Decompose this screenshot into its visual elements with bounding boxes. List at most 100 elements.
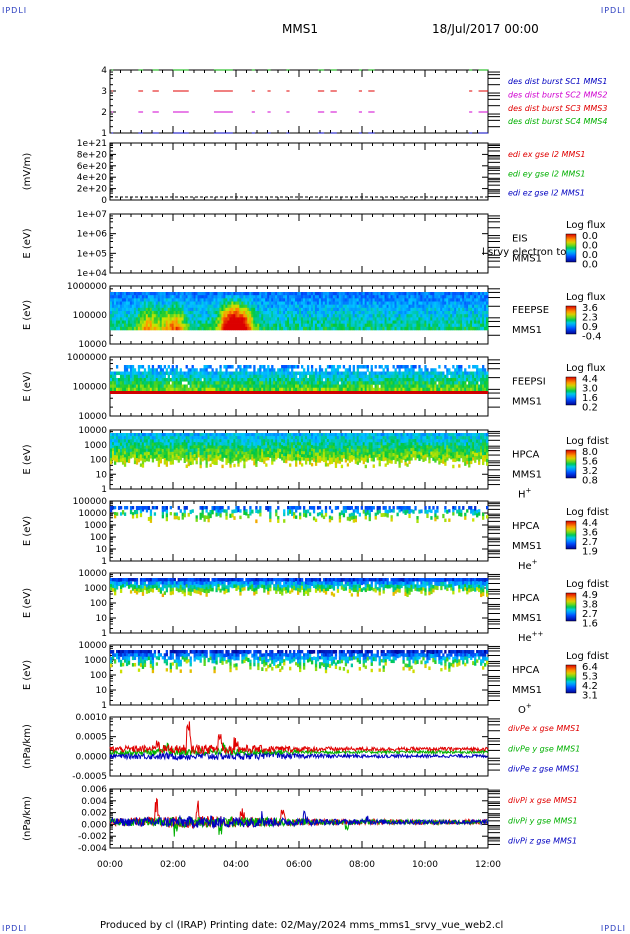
spectrogram-cell	[175, 295, 178, 299]
spectrogram-cell	[352, 301, 356, 305]
spectrogram-cell	[201, 298, 204, 302]
spectrogram-cell	[163, 298, 167, 302]
spectrogram-cell	[251, 292, 254, 296]
spectrogram-cell	[185, 371, 188, 376]
spectrogram-cell	[110, 307, 113, 312]
spectrogram-cell	[183, 449, 186, 454]
spectrogram-cell	[482, 317, 485, 321]
spectrogram-cell	[362, 374, 365, 379]
spectrogram-cell	[299, 387, 302, 392]
spectrogram-cell	[181, 387, 184, 392]
spectrogram-cell	[410, 320, 413, 324]
spectrogram-cell	[237, 439, 240, 443]
spectrogram-cell	[316, 304, 320, 309]
spectrogram-cell	[476, 295, 479, 299]
spectrogram-cell	[147, 448, 151, 453]
spectrogram-cell	[239, 298, 242, 302]
spectrogram-cell	[203, 457, 206, 461]
spectrogram-cell	[151, 436, 155, 440]
spectrogram-cell	[257, 301, 260, 305]
spectrogram-cell	[141, 371, 145, 376]
spectrogram-cell	[406, 295, 409, 299]
spectrogram-cell	[229, 323, 232, 328]
spectrogram-cell	[209, 448, 212, 452]
spectrogram-cell	[193, 451, 196, 455]
spectrogram-cell	[265, 317, 268, 321]
spectrogram-cell	[253, 365, 256, 369]
y-tick-label: 1e+07	[77, 210, 107, 220]
spectrogram-cell	[237, 323, 240, 328]
spectrogram-cell	[139, 463, 143, 467]
spectrogram-cell	[380, 301, 383, 305]
spectrogram-cell	[426, 323, 429, 328]
spectrogram-cell	[153, 292, 157, 296]
spectrogram-cell	[161, 326, 165, 331]
spectrogram-cell	[269, 307, 272, 312]
spectrogram-cell	[414, 384, 417, 389]
spectrogram-cell	[326, 311, 330, 315]
spectrogram-cell	[199, 442, 202, 447]
spectrogram-cell	[474, 298, 477, 302]
spectrogram-cell	[462, 295, 465, 299]
spectrogram-cell	[440, 374, 443, 379]
spectrogram-cell	[137, 442, 141, 447]
spectrogram-cell	[328, 311, 332, 315]
spectrogram-cell	[153, 439, 157, 443]
spectrogram-cell	[181, 371, 184, 376]
spectrogram-cell	[408, 384, 411, 389]
spectrogram-cell	[306, 365, 310, 369]
spectrogram-cell	[149, 445, 153, 450]
spectrogram-cell	[145, 454, 149, 459]
spectrogram-cell	[436, 314, 439, 318]
spectrogram-cell	[235, 304, 238, 309]
spectrogram-cell	[267, 301, 270, 305]
spectrogram-cell	[135, 374, 139, 379]
spectrogram-cell	[209, 451, 212, 455]
spectrogram-cell	[452, 311, 455, 315]
spectrogram-cell	[334, 292, 338, 296]
spectrogram-cell	[195, 314, 198, 318]
spectrogram-cell	[139, 295, 143, 299]
spectrogram-cell	[189, 448, 192, 453]
spectrogram-cell	[127, 320, 131, 324]
spectrogram-cell	[300, 298, 304, 302]
spectrogram-cell	[412, 378, 415, 382]
spectrogram-cell	[450, 311, 453, 315]
spectrogram-cell	[231, 295, 234, 299]
spectrogram-cell	[376, 371, 379, 376]
spectrogram-cell	[159, 378, 163, 382]
spectrogram-cell	[247, 320, 250, 324]
spectrogram-cell	[231, 292, 234, 296]
spectrogram-cell	[131, 326, 135, 331]
spectrogram-cell	[402, 317, 405, 321]
spectrogram-cell	[217, 292, 220, 296]
spectrogram-cell	[444, 365, 447, 369]
spectrogram-cell	[354, 314, 357, 318]
spectrogram-cell	[271, 317, 274, 321]
spectrogram-cell	[486, 304, 489, 309]
spectrogram-cell	[340, 323, 344, 328]
spectrogram-cell	[123, 460, 127, 464]
spectrogram-cell	[233, 445, 236, 449]
spectrogram-cell	[147, 295, 151, 299]
spectrogram-cell	[205, 381, 208, 385]
spectrogram-cell	[287, 295, 290, 299]
spectrogram-cell	[211, 314, 214, 318]
spectrogram-cell	[312, 384, 316, 389]
spectrogram-cell	[215, 317, 218, 321]
spectrogram-cell	[322, 307, 326, 312]
spectrogram-cell	[259, 292, 262, 296]
spectrogram-cell	[273, 368, 276, 372]
spectrogram-cell	[354, 323, 357, 328]
spectrogram-cell	[362, 295, 365, 299]
spectrogram-cell	[452, 371, 455, 376]
spectrogram-cell	[350, 326, 354, 331]
spectrogram-cell	[233, 320, 236, 324]
spectrogram-cell	[281, 371, 284, 376]
spectrogram-cell	[306, 301, 310, 305]
spectrogram-cell	[482, 320, 485, 324]
spectrogram-cell	[320, 298, 324, 302]
spectrogram-cell	[454, 298, 457, 302]
spectrogram-cell	[442, 317, 445, 321]
